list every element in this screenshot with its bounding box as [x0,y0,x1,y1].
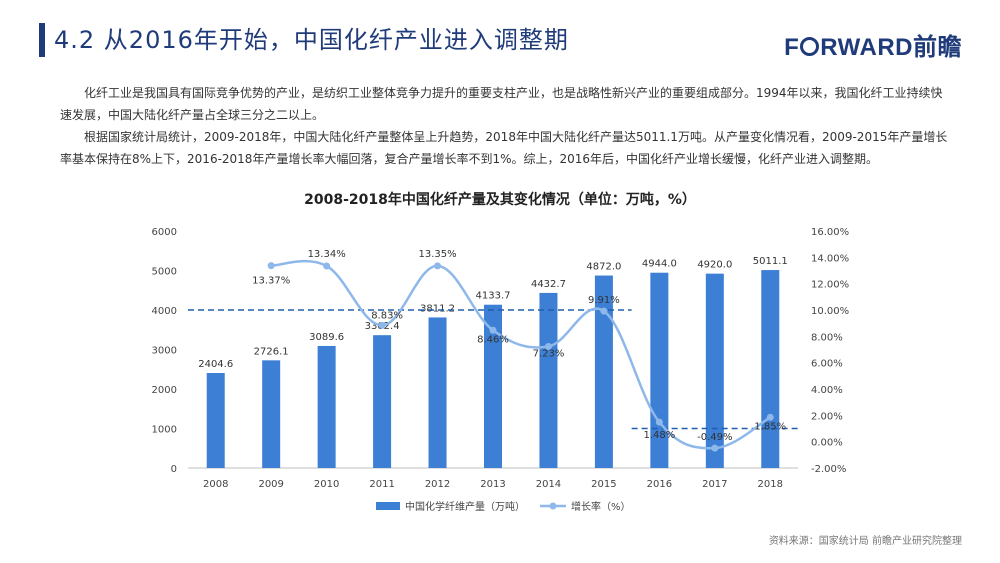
growth-rate-point [267,262,275,270]
growth-rate-point [711,444,719,452]
y-right-tick-label: 2.00% [811,411,843,422]
y-right-tick-label: 10.00% [811,306,849,317]
growth-rate-point [766,413,774,421]
y-left-tick-label: 5000 [152,267,177,278]
bar [206,373,225,468]
bar [705,273,724,468]
y-right-tick-label: 6.00% [811,359,843,370]
bar [373,335,392,468]
growth-rate-point [655,418,663,426]
bar [539,292,558,468]
bar [650,272,669,468]
bar-value-label: 4432.7 [531,279,566,290]
growth-rate-point [489,326,497,334]
bar-value-label: 4133.7 [476,291,511,302]
x-tick-label: 2009 [258,479,283,490]
logo-ring-icon [800,37,820,56]
x-tick-label: 2012 [425,479,450,490]
y-left-tick-label: 4000 [152,306,177,317]
x-tick-label: 2011 [369,479,394,490]
y-left-tick-label: 1000 [152,425,177,436]
growth-rate-point [323,262,331,270]
bar-value-label: 2726.1 [254,346,289,357]
x-tick-label: 2008 [203,479,228,490]
growth-rate-label: 7.23% [533,348,565,359]
legend-line-marker [549,502,557,510]
bar-value-label: 4872.0 [586,262,621,273]
bar-value-label: 4944.0 [642,259,677,270]
legend-bar-label: 中国化学纤维产量（万吨） [405,500,525,513]
growth-rate-label: 13.37% [252,276,290,287]
growth-rate-label: 1.85% [754,421,786,432]
y-right-tick-label: 4.00% [811,385,843,396]
chart-title: 2008-2018年中国化纤产量及其变化情况（单位：万吨，%） [304,192,696,208]
y-left-tick-label: 3000 [152,346,177,357]
source-note: 资料来源：国家统计局 前瞻产业研究院整理 [768,536,962,547]
brand-logo: F RWARD前瞻 [784,34,962,61]
bar-value-label: 2404.6 [198,359,233,370]
growth-rate-line [271,259,771,450]
x-tick-label: 2018 [758,479,783,490]
y-left-tick-label: 2000 [152,385,177,396]
bar-value-label: 5011.1 [753,256,788,267]
intro-paragraph: 化纤工业是我国具有国际竞争优势的产业，是纺织工业整体竞争力提升的重要支柱产业，也… [60,86,943,122]
growth-rate-point [600,307,608,315]
growth-rate-label: 13.34% [308,249,346,260]
legend-line-label: 增长率（%） [571,500,631,513]
x-tick-label: 2016 [647,479,672,490]
y-left-tick-label: 6000 [152,227,177,238]
growth-rate-label: 8.83% [371,310,403,321]
growth-rate-label: -0.49% [697,432,732,443]
growth-rate-label: 8.46% [477,334,509,345]
bar-value-label: 3089.6 [309,332,344,343]
growth-rate-label: 1.48% [643,430,675,441]
y-left-tick-label: 0 [171,464,177,475]
x-tick-label: 2013 [480,479,505,490]
x-tick-label: 2010 [314,479,339,490]
y-right-tick-label: 14.00% [811,253,849,264]
y-right-tick-label: -2.00% [811,464,846,475]
y-right-tick-label: 8.00% [811,332,843,343]
bar [594,275,613,468]
growth-rate-label: 9.91% [588,295,620,306]
y-right-tick-label: 0.00% [811,438,843,449]
bar [761,270,780,468]
growth-rate-point [434,262,442,270]
legend-bar-swatch [376,502,400,510]
y-right-tick-label: 16.00% [811,227,849,238]
bar-value-label: 3811.2 [420,303,455,314]
title-accent-bar [39,23,45,57]
bar-value-label: 4920.0 [697,260,732,271]
stats-paragraph: 根据国家统计局统计，2009-2018年，中国大陆化纤产量整体呈上升趋势，201… [60,130,948,166]
x-tick-label: 2015 [591,479,616,490]
growth-rate-label: 13.35% [418,249,456,260]
bar [262,360,281,468]
y-right-tick-label: 12.00% [811,280,849,291]
bar [428,317,447,468]
bar [484,304,502,468]
x-tick-label: 2014 [536,479,561,490]
page-title: 4.2 从2016年开始，中国化纤产业进入调整期 [54,26,569,54]
growth-rate-point [544,342,552,350]
bar [317,345,336,468]
growth-rate-point [378,321,386,329]
x-tick-label: 2017 [702,479,727,490]
